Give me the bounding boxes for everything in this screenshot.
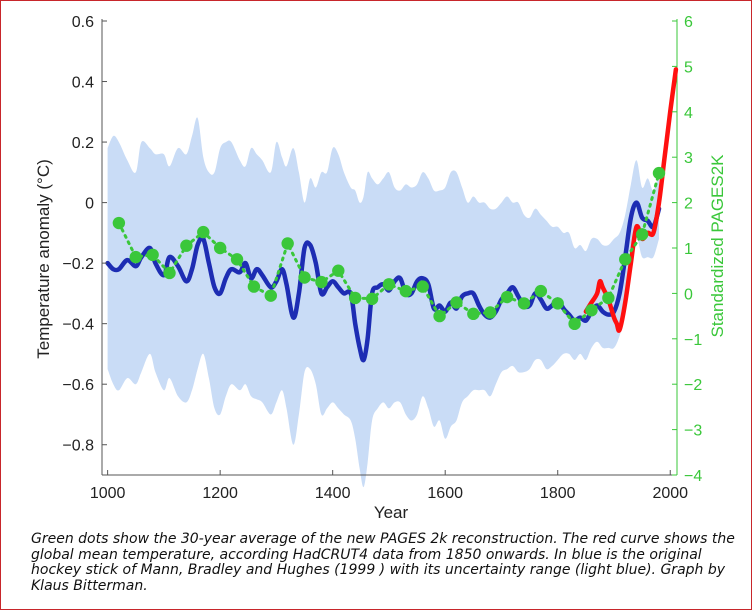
y2-tick-label: 5 (684, 59, 693, 76)
pages2k-point (602, 291, 615, 305)
pages2k-point (332, 264, 345, 277)
y2-tick-label: 6 (684, 14, 693, 31)
pages2k-point (433, 309, 446, 323)
pages2k-point (568, 317, 581, 331)
hadcrut4-series-line (583, 67, 679, 333)
pages2k-point (129, 250, 142, 264)
pages2k-point (652, 166, 666, 180)
pages2k-point (197, 225, 210, 239)
y-tick-label: 0.6 (72, 14, 94, 31)
y2-tick-label: 3 (684, 150, 693, 167)
y-tick-label: 0.2 (72, 135, 94, 152)
x-tick-label: 2000 (652, 485, 688, 502)
pages2k-point (230, 253, 244, 266)
y2-tick-label: −3 (684, 423, 702, 440)
x-tick-label: 1200 (202, 485, 238, 502)
pages2k-point (112, 216, 126, 230)
y2-tick-label: 1 (684, 241, 693, 258)
pages2k-point (180, 239, 193, 252)
pages2k-point (484, 306, 497, 319)
pages2k-point (399, 284, 413, 298)
x-tick-label: 1800 (540, 485, 576, 502)
y-tick-label: 0.4 (72, 75, 94, 92)
pages2k-point (619, 253, 632, 266)
y2-tick-label: 0 (684, 286, 693, 303)
temperature-chart: 1000 1200 1400 1600 1800 2000−0.8−0.6−0.4−0.2… (34, 14, 727, 522)
pages2k-point (467, 307, 480, 321)
y2-tick-label: −2 (684, 377, 702, 394)
pages2k-point (585, 303, 598, 317)
pages2k-point (213, 241, 227, 255)
pages2k-point (416, 280, 429, 293)
y2-tick-label: 2 (684, 196, 693, 213)
pages2k-point (450, 296, 463, 309)
y2-tick-label: −1 (684, 332, 702, 349)
uncertainty-band (107, 117, 660, 488)
y2-tick-label: −4 (684, 468, 702, 485)
pages2k-point (534, 284, 548, 298)
y-tick-label: 0 (85, 196, 94, 213)
y-axis-label: Temperature anomaly (°C) (34, 159, 53, 359)
pages2k-point (382, 278, 396, 291)
pages2k-point (247, 280, 261, 293)
pages2k-point (298, 271, 311, 284)
x-axis-label: Year (374, 503, 409, 522)
pages2k-point (315, 275, 328, 289)
pages2k-point (146, 248, 159, 262)
pages2k-point (264, 289, 277, 302)
pages2k-point (365, 292, 379, 306)
y-tick-label: −0.6 (62, 377, 94, 394)
pages2k-point (551, 297, 564, 310)
y-tick-label: −0.8 (62, 438, 94, 455)
pages2k-point (517, 297, 531, 310)
y-tick-label: −0.2 (62, 256, 94, 273)
pages2k-point (163, 266, 176, 280)
x-tick-label: 1400 (315, 485, 351, 502)
y2-tick-label: 4 (684, 105, 693, 122)
y-tick-label: −0.4 (62, 317, 94, 334)
y2-axis-label: Standardized PAGES2K (708, 154, 727, 338)
x-tick-label: 1600 (427, 485, 463, 502)
x-tick-label: 1000 (90, 485, 126, 502)
pages2k-point (281, 237, 294, 250)
pages2k-point (635, 228, 649, 241)
pages2k-point (500, 290, 514, 304)
pages2k-point (348, 291, 362, 305)
figure-caption: Green dots show the 30-year average of t… (31, 531, 735, 594)
